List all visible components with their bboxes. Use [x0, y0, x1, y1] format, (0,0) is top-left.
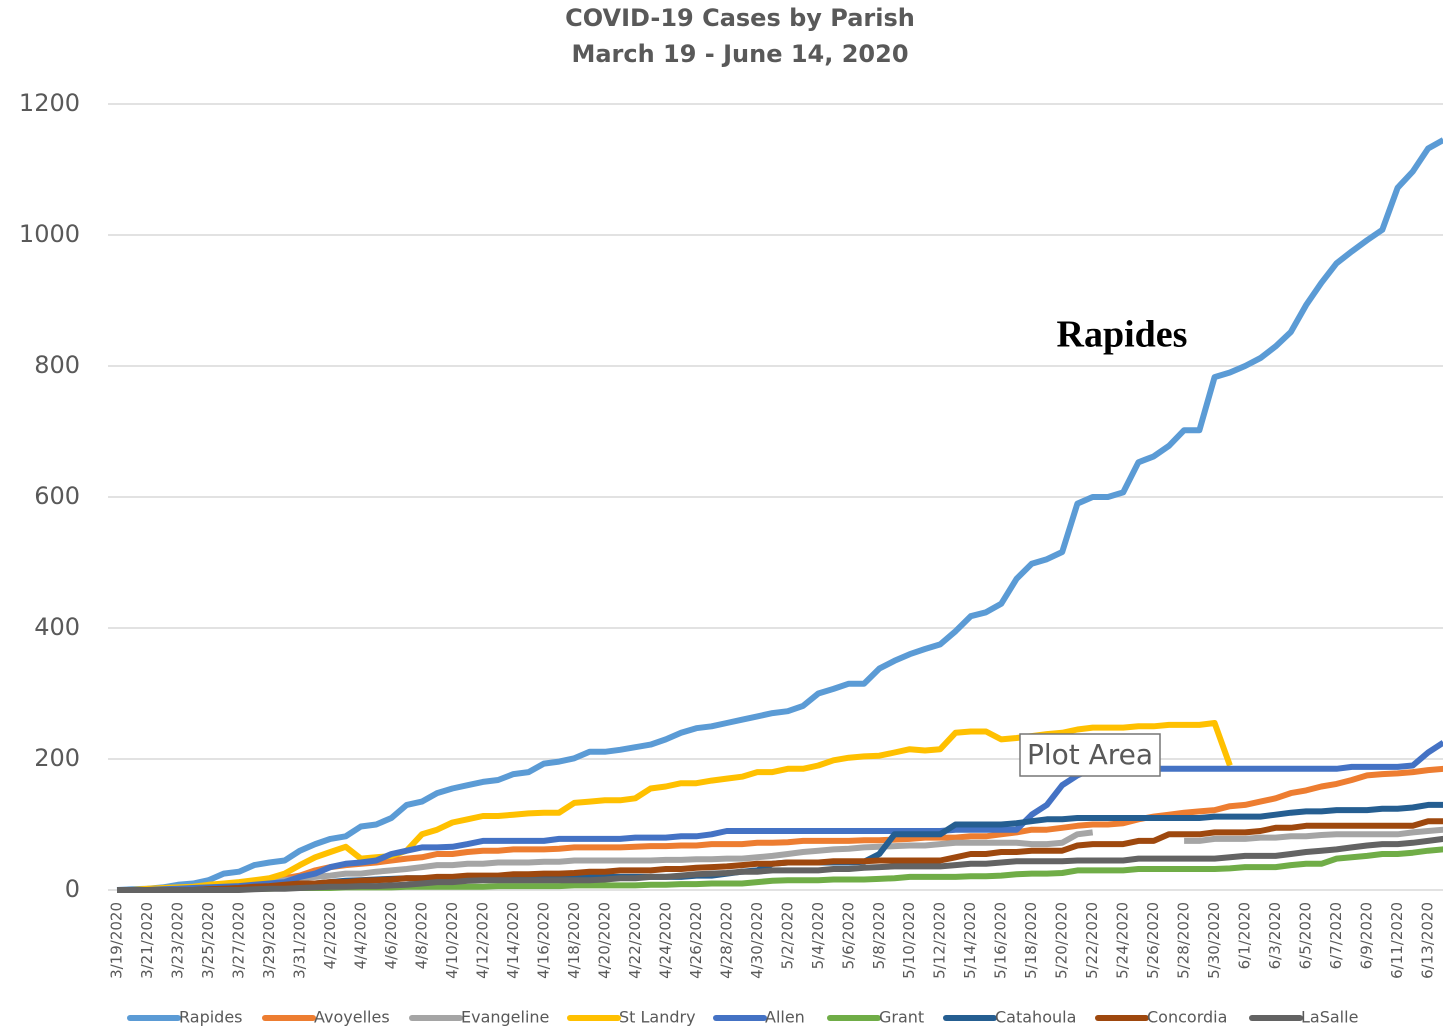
annotation: Rapides	[1057, 314, 1188, 356]
x-tick-label: 5/16/2020	[992, 902, 1010, 979]
x-tick-label: 3/31/2020	[290, 902, 308, 979]
y-tick-label: 1000	[19, 220, 80, 248]
x-tick-label: 4/12/2020	[473, 902, 491, 979]
legend-label: Avoyelles	[314, 1008, 390, 1027]
x-tick-label: 5/30/2020	[1205, 902, 1223, 979]
legend-item: St Landry	[567, 1008, 696, 1027]
x-tick-label: 6/5/2020	[1297, 902, 1315, 969]
series-line	[117, 835, 1443, 893]
legend-label: Evangeline	[461, 1008, 549, 1027]
x-tick-label: 5/18/2020	[1022, 902, 1040, 979]
x-tick-label: 5/22/2020	[1083, 902, 1101, 979]
x-tick-label: 3/29/2020	[260, 902, 278, 979]
x-tick-label: 4/20/2020	[595, 902, 613, 979]
x-tick-label: 5/10/2020	[900, 902, 918, 979]
tooltip-text: Plot Area	[1027, 738, 1153, 771]
x-tick-label: 4/4/2020	[351, 902, 369, 969]
x-tick-label: 6/1/2020	[1236, 902, 1254, 969]
legend-label: Allen	[765, 1008, 805, 1027]
x-tick-label: 4/8/2020	[412, 902, 430, 969]
x-tick-label: 4/6/2020	[382, 902, 400, 969]
y-tick-label: 0	[65, 875, 80, 903]
legend-item: Allen	[713, 1008, 805, 1027]
x-tick-label: 3/21/2020	[138, 902, 156, 979]
x-tick-label: 5/28/2020	[1175, 902, 1193, 979]
legend-item: Evangeline	[409, 1008, 549, 1027]
x-tick-label: 3/19/2020	[108, 902, 126, 979]
x-tick-label: 4/10/2020	[443, 902, 461, 979]
x-tick-label: 3/25/2020	[199, 902, 217, 979]
x-tick-label: 5/14/2020	[961, 902, 979, 979]
y-tick-label: 800	[34, 351, 80, 379]
legend-item: Grant	[827, 1008, 924, 1027]
x-tick-label: 4/24/2020	[656, 902, 674, 979]
y-tick-label: 200	[34, 744, 80, 772]
x-tick-label: 6/3/2020	[1266, 902, 1284, 969]
x-tick-label: 5/2/2020	[778, 902, 796, 969]
x-tick-label: 3/27/2020	[229, 902, 247, 979]
x-tick-label: 4/30/2020	[748, 902, 766, 979]
legend-label: Catahoula	[995, 1008, 1076, 1027]
legend-item: Catahoula	[943, 1008, 1076, 1027]
legend-label: Concordia	[1147, 1008, 1227, 1027]
legend-item: Concordia	[1095, 1008, 1227, 1027]
x-tick-label: 4/14/2020	[504, 902, 522, 979]
x-tick-label: 6/13/2020	[1419, 902, 1437, 979]
x-tick-label: 4/16/2020	[534, 902, 552, 979]
series-line	[117, 818, 1443, 893]
x-tick-label: 6/7/2020	[1327, 902, 1345, 969]
x-tick-label: 5/4/2020	[809, 902, 827, 969]
x-tick-label: 5/26/2020	[1144, 902, 1162, 979]
x-tick-label: 5/24/2020	[1114, 902, 1132, 979]
x-tick-label: 4/28/2020	[717, 902, 735, 979]
legend-label: St Landry	[619, 1008, 696, 1027]
chart-subtitle: March 19 - June 14, 2020	[571, 40, 908, 68]
series-line	[117, 740, 1443, 893]
legend-label: LaSalle	[1301, 1008, 1358, 1027]
tooltip-box	[1019, 733, 1161, 777]
x-tick-label: 5/20/2020	[1053, 902, 1071, 979]
x-tick-label: 4/2/2020	[321, 902, 339, 969]
x-tick-label: 3/23/2020	[168, 902, 186, 979]
x-tick-label: 5/8/2020	[870, 902, 888, 969]
series-line	[116, 137, 1443, 893]
x-tick-label: 6/9/2020	[1358, 902, 1376, 969]
legend-item: LaSalle	[1249, 1008, 1358, 1027]
x-tick-label: 4/18/2020	[565, 902, 583, 979]
chart-title: COVID-19 Cases by Parish	[565, 4, 915, 32]
legend-label: Grant	[879, 1008, 924, 1027]
x-tick-label: 4/22/2020	[626, 902, 644, 979]
x-tick-label: 4/26/2020	[687, 902, 705, 979]
y-tick-label: 1200	[19, 89, 80, 117]
x-tick-label: 5/6/2020	[839, 902, 857, 969]
legend-item: Rapides	[127, 1008, 243, 1027]
x-tick-label: 5/12/2020	[931, 902, 949, 979]
x-tick-label: 6/11/2020	[1388, 902, 1406, 979]
y-tick-label: 600	[34, 482, 80, 510]
y-tick-label: 400	[34, 613, 80, 641]
legend-label: Rapides	[179, 1008, 243, 1027]
legend-item: Avoyelles	[262, 1008, 390, 1027]
